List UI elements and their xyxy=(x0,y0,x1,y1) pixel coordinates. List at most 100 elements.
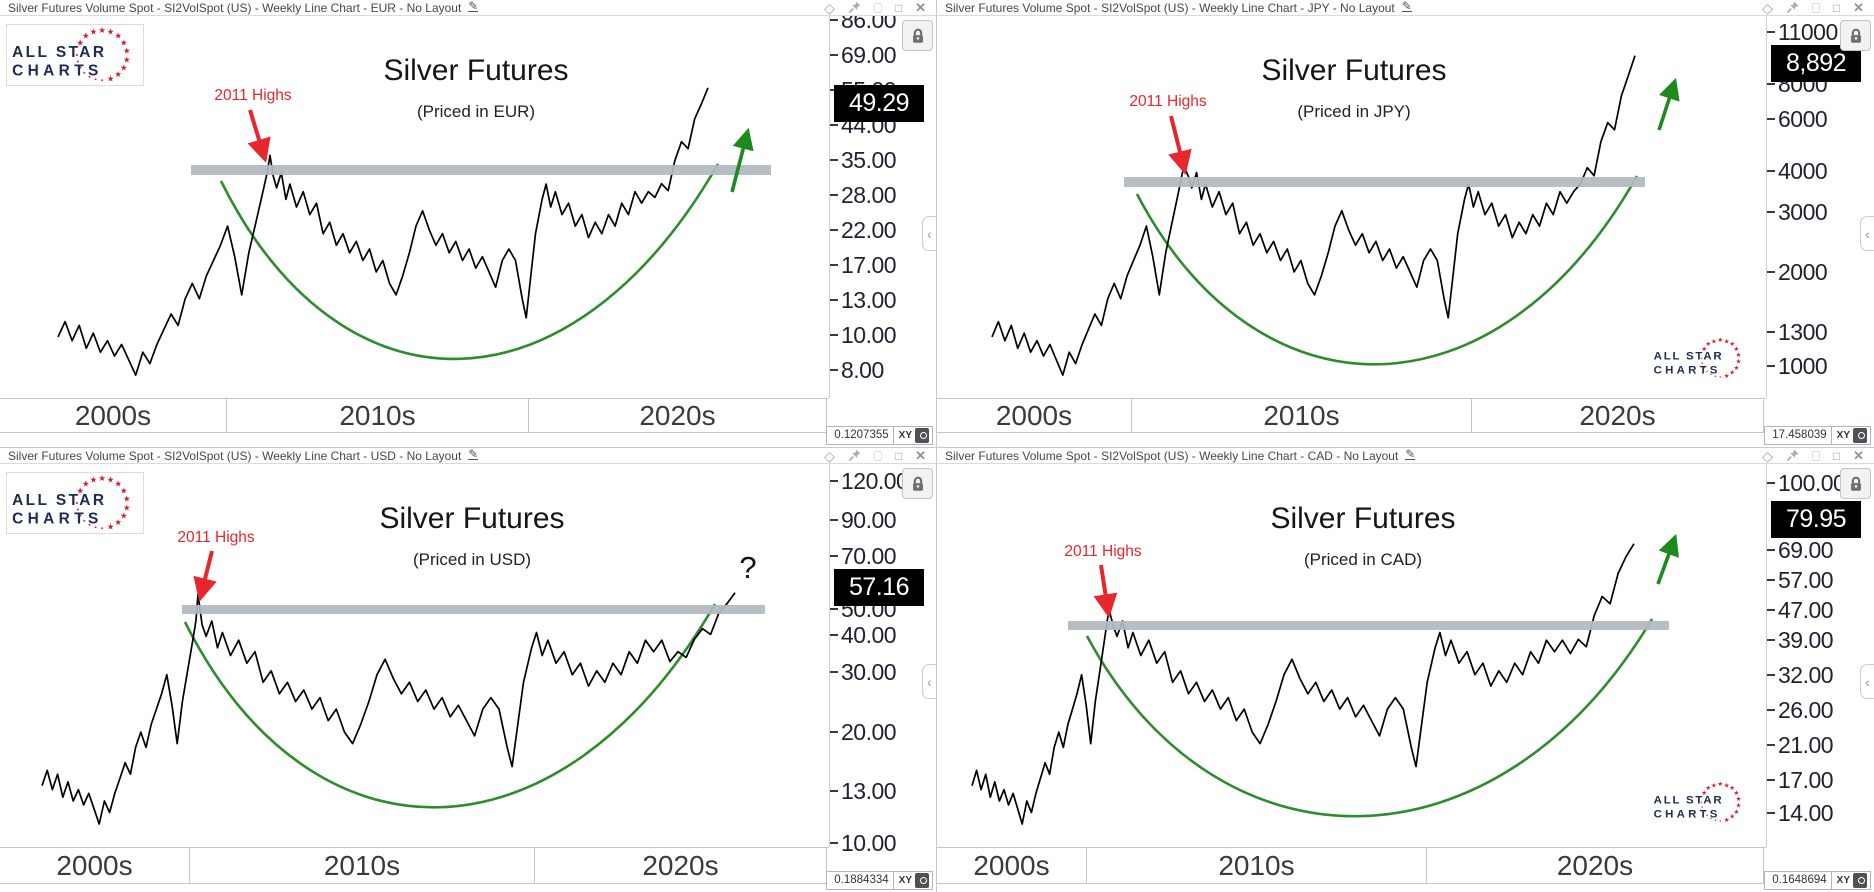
close-icon[interactable]: ✕ xyxy=(1853,0,1864,15)
collapse-panel-chevron[interactable]: ‹ xyxy=(922,664,936,699)
close-icon[interactable]: ✕ xyxy=(1853,448,1864,463)
price-line xyxy=(41,592,736,825)
logo-star-ring: ★★ ★ ★ ★ ★ ★★★ ★★★ xyxy=(1701,337,1741,380)
lock-small-icon[interactable] xyxy=(1811,450,1820,461)
xy-tool-button[interactable]: XY xyxy=(893,426,933,445)
tool-lock-icon[interactable] xyxy=(1853,873,1867,888)
pin-icon[interactable] xyxy=(1786,1,1799,14)
tool-lock-icon[interactable] xyxy=(1853,428,1867,443)
collapse-panel-chevron[interactable]: ‹ xyxy=(1860,216,1874,251)
y-axis[interactable]: 79.95 ‹ 100.00 69.00 57.00 47.00 39.00 32.00 2… xyxy=(1767,464,1874,892)
window-titlebar[interactable]: Silver Futures Volume Spot - SI2VolSpot … xyxy=(0,448,936,464)
svg-text:★: ★ xyxy=(1701,346,1707,353)
lock-small-icon[interactable] xyxy=(1811,2,1820,13)
svg-text:★: ★ xyxy=(1736,352,1742,359)
price-line xyxy=(57,87,709,376)
y-tick-mark xyxy=(1767,331,1775,333)
svg-text:★: ★ xyxy=(123,502,131,512)
layout-diamond-icon[interactable]: ◇ xyxy=(1762,448,1773,464)
price-line-chart xyxy=(41,550,765,825)
layout-diamond-icon[interactable]: ◇ xyxy=(1762,0,1773,16)
axis-lock-button[interactable] xyxy=(1840,468,1871,499)
pin-icon[interactable] xyxy=(848,1,861,14)
svg-text:★: ★ xyxy=(107,522,115,532)
y-tick-mark xyxy=(1767,549,1775,551)
lock-small-icon[interactable] xyxy=(873,450,882,461)
x-axis-decade-label: 2020s xyxy=(535,848,827,883)
xy-tool-button[interactable]: XY xyxy=(893,871,933,890)
x-axis[interactable]: 2000s 2010s 2020s xyxy=(937,398,1766,433)
layout-diamond-icon[interactable]: ◇ xyxy=(824,448,835,464)
last-price-badge: 79.95 xyxy=(1771,501,1861,538)
window-title: Silver Futures Volume Spot - SI2VolSpot … xyxy=(945,0,1395,15)
y-axis[interactable]: 49.29 ‹ 86.0069.0055.0044.0035.0028.0022… xyxy=(830,7,936,447)
chart-plot-area[interactable]: ALL STAR CHARTS ★ ★ ★ ★ ★ ★ ★ ★ ★ ★ ★ ★ Silve xyxy=(937,16,1767,398)
y-tick-label: 1300 xyxy=(1778,319,1828,345)
window-titlebar[interactable]: Silver Futures Volume Spot - SI2VolSpot … xyxy=(937,0,1874,16)
chart-subtitle: (Priced in JPY) xyxy=(1297,102,1411,121)
maximize-icon[interactable]: □ xyxy=(1832,448,1841,463)
svg-text:★: ★ xyxy=(1736,796,1742,803)
svg-text:★: ★ xyxy=(1729,341,1735,348)
y-tick-label: 3000 xyxy=(1778,199,1828,225)
x-axis[interactable]: 2000s 2010s 2020s xyxy=(0,398,829,433)
lock-small-icon[interactable] xyxy=(873,2,882,13)
axis-lock-button[interactable] xyxy=(1840,20,1871,51)
window-titlebar[interactable]: Silver Futures Volume Spot - SI2VolSpot … xyxy=(937,448,1874,464)
axis-lock-button[interactable] xyxy=(902,468,933,499)
chart-subtitle: (Priced in CAD) xyxy=(1303,550,1423,569)
y-tick-mark xyxy=(830,159,838,161)
y-axis[interactable]: 8,892 ‹ 11000 8000 6000 4000 3000 2000 1300 100… xyxy=(1767,16,1874,447)
resistance-bar xyxy=(1068,621,1669,630)
lock-icon xyxy=(1850,476,1861,491)
y-tick-label: 10.00 xyxy=(841,830,897,856)
y-tick-mark xyxy=(1767,812,1775,814)
y-tick-label: 70.00 xyxy=(841,543,897,569)
xy-tool-button[interactable]: XY xyxy=(1831,426,1871,445)
y-tick-label: 20.00 xyxy=(841,719,897,745)
y-axis[interactable]: 57.16 ‹ 120.00 90.00 70.00 50.00 40.00 30.00 2… xyxy=(830,464,936,892)
tool-lock-icon[interactable] xyxy=(915,428,929,443)
xy-tool-button[interactable]: XY xyxy=(1831,871,1871,890)
y-tick-mark xyxy=(830,229,838,231)
logo-line1: ALL STAR xyxy=(12,44,106,61)
edit-title-icon[interactable]: ✎ xyxy=(468,448,479,461)
y-tick-label: 21.00 xyxy=(1778,732,1834,758)
maximize-icon[interactable]: □ xyxy=(894,0,903,15)
axis-lock-button[interactable] xyxy=(902,20,933,51)
window-controls: ◇ □ ✕ xyxy=(1762,0,1866,16)
close-icon[interactable]: ✕ xyxy=(915,0,926,15)
y-tick-label: 10.00 xyxy=(841,322,897,348)
maximize-icon[interactable]: □ xyxy=(894,448,903,463)
collapse-panel-chevron[interactable]: ‹ xyxy=(1860,664,1874,699)
last-price-badge: 8,892 xyxy=(1771,45,1861,82)
pin-icon[interactable] xyxy=(1786,449,1799,462)
collapse-panel-chevron[interactable]: ‹ xyxy=(922,216,936,251)
svg-text:★: ★ xyxy=(1724,782,1730,789)
chart-plot-area[interactable]: ALL STAR CHARTS ★ ★ ★ ★ ★ ★ ★ ★ ★ ★ ★ ★ Silve xyxy=(0,464,830,847)
svg-text:★: ★ xyxy=(90,27,98,37)
edit-title-icon[interactable]: ✎ xyxy=(1405,448,1416,461)
close-icon[interactable]: ✕ xyxy=(915,448,926,463)
window-titlebar[interactable]: Silver Futures Volume Spot - SI2VolSpot … xyxy=(0,0,936,16)
svg-text:★: ★ xyxy=(82,479,90,489)
x-axis[interactable]: 2000s 2010s 2020s xyxy=(0,847,829,884)
resistance-bar xyxy=(182,605,765,614)
chart-window: Silver Futures Volume Spot - SI2VolSpot … xyxy=(937,448,1874,892)
maximize-icon[interactable]: □ xyxy=(1832,0,1841,15)
svg-text:★: ★ xyxy=(123,46,131,56)
x-axis[interactable]: 2000s 2010s 2020s xyxy=(937,847,1766,884)
price-line-chart xyxy=(971,533,1679,825)
y-tick-label: 69.00 xyxy=(1778,537,1834,563)
logo-line2: CHARTS xyxy=(12,510,103,527)
tool-lock-icon[interactable] xyxy=(915,873,929,888)
layout-diamond-icon[interactable]: ◇ xyxy=(824,0,835,16)
chart-plot-area[interactable]: ALL STAR CHARTS ★ ★ ★ ★ ★ ★ ★ ★ ★ ★ ★ ★ Silve xyxy=(937,464,1767,847)
edit-title-icon[interactable]: ✎ xyxy=(1401,0,1412,13)
logo-line1: ALL STAR xyxy=(12,492,106,509)
svg-text:★: ★ xyxy=(120,485,128,495)
edit-title-icon[interactable]: ✎ xyxy=(468,0,479,13)
pin-icon[interactable] xyxy=(848,449,861,462)
xy-tool-label: XY xyxy=(898,430,912,441)
chart-plot-area[interactable]: ALL STAR CHARTS ★ ★ ★ ★ ★ ★ ★ ★ ★ ★ ★ ★ Silve xyxy=(0,16,830,398)
